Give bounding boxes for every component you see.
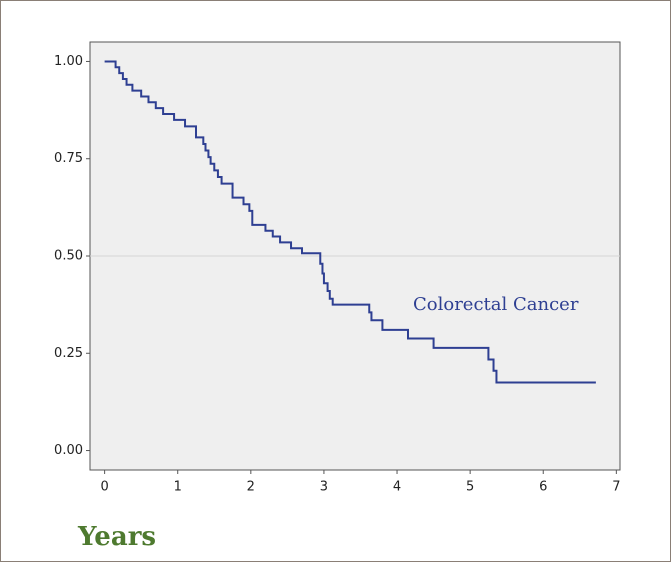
survival-curve xyxy=(104,60,596,384)
x-tick-label: 6 xyxy=(539,480,547,495)
annotation: Colorectal Cancer xyxy=(413,294,579,315)
y-tick-label: 0.50 xyxy=(54,249,83,264)
x-tick-label: 5 xyxy=(466,480,474,495)
y-tick-label: 0.75 xyxy=(54,151,83,166)
x-tick-label: 2 xyxy=(247,480,255,495)
x-tick-label: 1 xyxy=(174,480,182,495)
y-tick-label: 1.00 xyxy=(54,54,83,69)
x-tick-label: 7 xyxy=(612,480,620,495)
y-tick-label: 0.25 xyxy=(54,346,83,361)
x-tick-label: 4 xyxy=(393,480,401,495)
x-axis-label: Years xyxy=(77,522,156,552)
x-tick-label: 3 xyxy=(320,480,328,495)
x-tick-label: 0 xyxy=(100,480,108,495)
y-tick-label: 0.00 xyxy=(54,443,83,458)
